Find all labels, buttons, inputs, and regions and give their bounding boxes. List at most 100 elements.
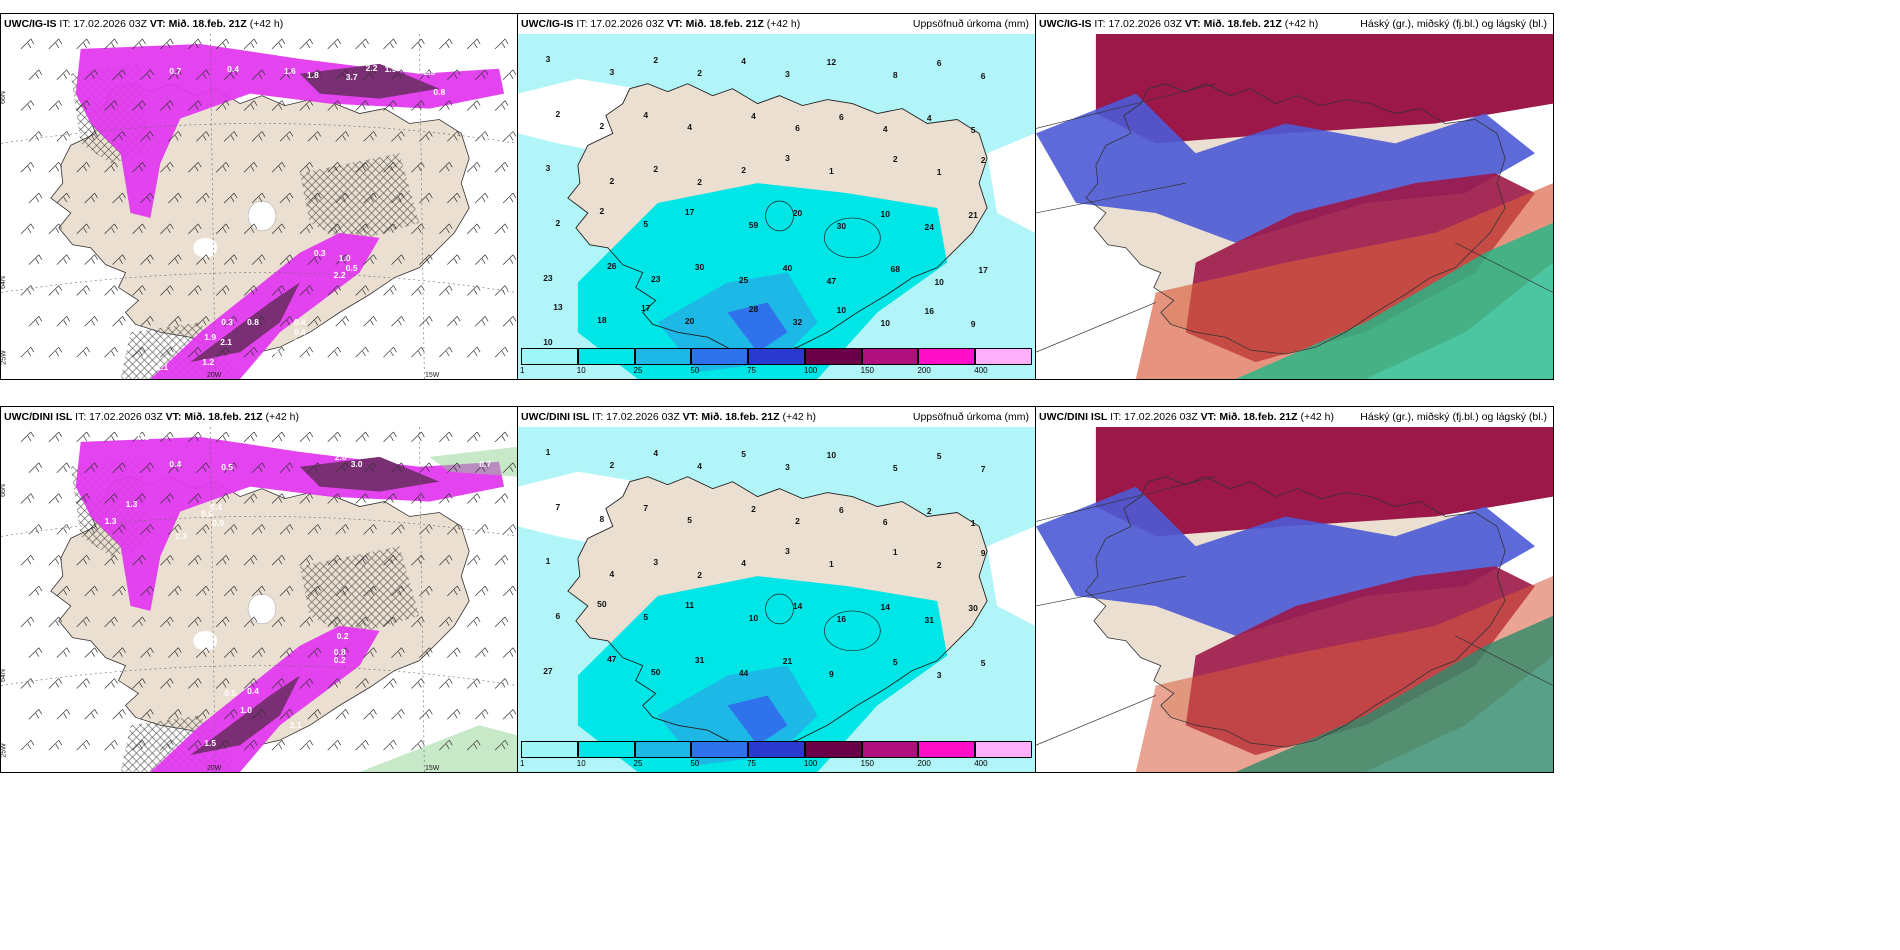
lon-label-15: 15W (425, 765, 440, 772)
panel-header: UWC/DINI ISL IT: 17.02.2026 03Z VT: Mið.… (518, 407, 1035, 427)
wind-barb (327, 493, 341, 504)
wind-barb (251, 462, 266, 473)
wind-barb (84, 69, 98, 80)
precip-amount-label: 50 (597, 598, 607, 609)
wind-barb (76, 285, 90, 296)
wind-barb (112, 254, 126, 265)
legend-swatch (634, 741, 692, 758)
snow-amount-label: 1.0 (240, 705, 252, 716)
lat-label-64: 64N (0, 669, 7, 682)
wind-barb (132, 739, 146, 751)
wind-barb (474, 192, 489, 204)
wind-barb (251, 647, 266, 658)
wind-barb (299, 431, 314, 443)
wind-barb (502, 462, 517, 473)
precip-amount-label: 4 (926, 112, 932, 123)
wind-barb (20, 38, 35, 50)
wind-barb (160, 38, 174, 50)
wind-barb (243, 100, 258, 111)
wind-barb (28, 254, 43, 265)
wind-barb (502, 69, 517, 80)
wind-barb (168, 131, 182, 142)
precip-amount-label: 5 (741, 448, 746, 459)
precip-amount-label: 30 (694, 261, 705, 272)
wind-barb (188, 100, 202, 111)
precip-amount-label: 9 (829, 668, 834, 679)
wind-barb (28, 647, 43, 658)
wind-barb (383, 162, 397, 173)
wind-barb (20, 431, 35, 443)
wind-barb (494, 739, 509, 751)
cloud-map[interactable] (1036, 34, 1553, 379)
wind-barb (299, 100, 314, 111)
wind-barb (56, 69, 71, 80)
wind-barb (299, 678, 314, 689)
precip-amount-label: 14 (792, 600, 803, 611)
wind-barb (419, 647, 433, 658)
wind-barb (48, 431, 63, 443)
precip-amount-label: 23 (543, 272, 553, 283)
wind-barb (502, 709, 517, 720)
wind-barb (466, 616, 481, 628)
precip-map[interactable]: 1 2 4 4 5 3 10 5 5 7 7 8 7 5 2 2 6 6 2 1 1 4 3 2 4 3 1 1 2 9 6 50 5 11 10 1… (518, 427, 1035, 772)
glacier-outline (824, 217, 881, 259)
wind-barb (215, 678, 230, 689)
wind-barb (188, 162, 202, 173)
wind-barb (104, 739, 118, 751)
precip-amount-label: 10 (543, 337, 553, 348)
lead-time: (+42 h) (1300, 411, 1335, 423)
wind-barb (28, 192, 43, 204)
graticule-line (1, 123, 517, 144)
wind-barb (168, 316, 182, 327)
cloud-map[interactable] (1036, 427, 1553, 772)
lon-label-20: 20W (207, 765, 222, 772)
legend-swatch (804, 741, 862, 758)
wind-barb (20, 555, 35, 566)
panel-header: UWC/IG-IS IT: 17.02.2026 03Z VT: Mið. 18… (1, 14, 517, 34)
wind-barb (76, 555, 90, 566)
wind-barb (168, 709, 182, 720)
wind-barb (223, 585, 238, 597)
precip-amount-label: 3 (785, 68, 790, 79)
wind-barb (112, 585, 126, 597)
wind-barb (84, 647, 98, 658)
legend-swatch (918, 348, 976, 365)
wind-barb (439, 346, 453, 358)
snow-amount-label: 0.7 (479, 458, 492, 469)
wind-barb (363, 131, 377, 142)
wind-barb (335, 192, 349, 204)
wind-barb (419, 316, 433, 327)
snow-band-core (299, 63, 440, 99)
map-panel-top-right: UWC/IG-IS IT: 17.02.2026 03Z VT: Mið. 18… (1035, 13, 1554, 380)
wind-barb (271, 100, 286, 111)
snow-amount-label: 1.8 (306, 69, 319, 80)
wind-barb (223, 647, 238, 658)
wind-barb (279, 647, 294, 658)
wind-barb (48, 346, 63, 358)
wind-barb (20, 162, 35, 173)
precip-area-75 (727, 302, 788, 353)
precip-map[interactable]: 3 3 2 2 4 3 12 8 6 6 2 2 4 4 4 6 6 4 4 5 3 2 2 2 2 3 1 2 1 2 2 2 5 17 59 20… (518, 34, 1035, 379)
precip-amount-label: 3 (785, 461, 790, 472)
precip-amount-label: 2 (892, 154, 898, 165)
wind-barb (140, 69, 154, 80)
wind-barb (195, 524, 210, 535)
precip-amount-label: 21 (782, 655, 793, 666)
precip-amount-label: 2 (653, 54, 659, 65)
precip-amount-label: 3 (785, 546, 790, 557)
wind-barb (56, 131, 71, 142)
precip-amount-label: 3 (545, 53, 551, 64)
wind-barb (279, 585, 294, 597)
legend-tick: 150 (860, 759, 875, 768)
snow-amount-label: 0.3 (94, 34, 107, 45)
wind-barb (335, 709, 349, 720)
snow-wind-map[interactable]: 0.5 0.4 2.4 2.0 3.0 2.3 0.5 0.7 1.3 1.3 0.4 0.6 0.9 2… (1, 427, 517, 772)
wind-barb (76, 739, 90, 751)
snow-wind-map[interactable]: 0.3 0.7 0.4 1.6 1.8 3.7 2.2 1.9 2.3 0.8 0.3 0.5 1.0 2… (1, 34, 517, 379)
valid-time: Mið. 18.feb. 21Z (168, 18, 247, 30)
legend-tick: 1 (520, 366, 525, 375)
wind-barb (112, 647, 126, 658)
precip-amount-label: 5 (936, 450, 942, 461)
wind-barb (307, 254, 322, 265)
wind-barb (502, 254, 517, 265)
